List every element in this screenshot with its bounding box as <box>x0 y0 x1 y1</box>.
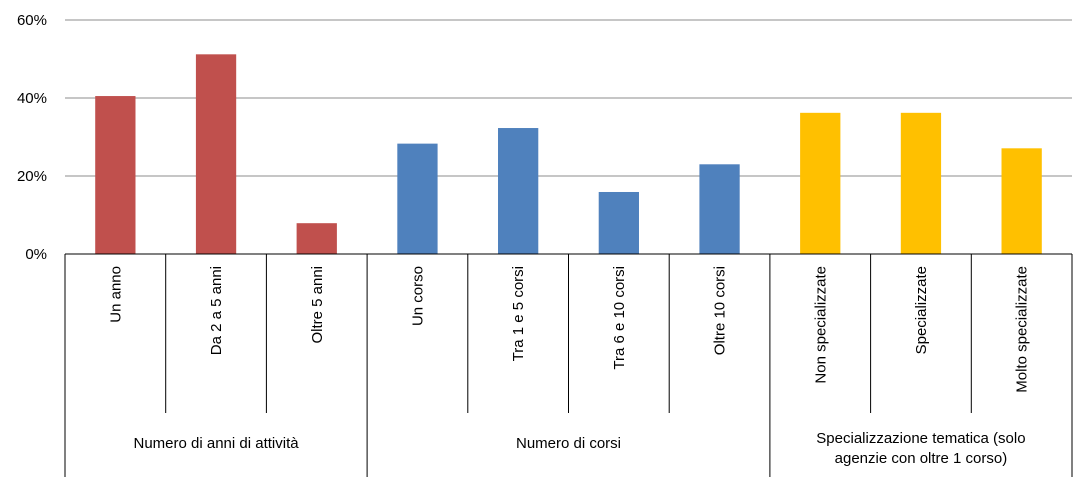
category-label: Specializzate <box>913 266 930 354</box>
group-label: Specializzazione tematica (solo agenzie c… <box>816 430 1025 467</box>
bar <box>498 128 539 254</box>
y-tick-label: 20% <box>17 168 47 185</box>
category-label: Un anno <box>107 266 124 323</box>
bar <box>1001 148 1042 254</box>
bars <box>95 54 1042 254</box>
bar <box>699 164 740 254</box>
group-label: Numero di anni di attività <box>134 435 300 452</box>
bar <box>598 191 639 254</box>
category-label: Oltre 5 anni <box>309 266 326 344</box>
category-label: Non specializzate <box>812 266 829 384</box>
category-label: Molto specializzate <box>1014 266 1031 393</box>
bar <box>397 143 438 254</box>
category-label: Tra 6 e 10 corsi <box>611 266 628 370</box>
bar <box>195 54 237 254</box>
group-label: Numero di corsi <box>516 435 621 452</box>
y-axis-ticks: 0% 20% 40% 60% <box>17 12 47 263</box>
bar <box>296 223 337 254</box>
group-labels: Numero di anni di attività Numero di cors… <box>134 430 1026 467</box>
bar <box>95 96 136 254</box>
bar <box>900 112 942 254</box>
category-label: Tra 1 e 5 corsi <box>510 266 527 361</box>
y-tick-label: 0% <box>25 246 47 263</box>
category-label: Un corso <box>409 266 426 326</box>
category-labels: Un anno Da 2 a 5 anni Oltre 5 anni Un corso… <box>107 266 1030 393</box>
x-axis <box>64 253 1073 477</box>
bar <box>800 112 841 254</box>
category-label: Da 2 a 5 anni <box>208 266 225 355</box>
category-label: Oltre 10 corsi <box>712 266 729 355</box>
y-tick-label: 60% <box>17 12 47 29</box>
y-tick-label: 40% <box>17 90 47 107</box>
